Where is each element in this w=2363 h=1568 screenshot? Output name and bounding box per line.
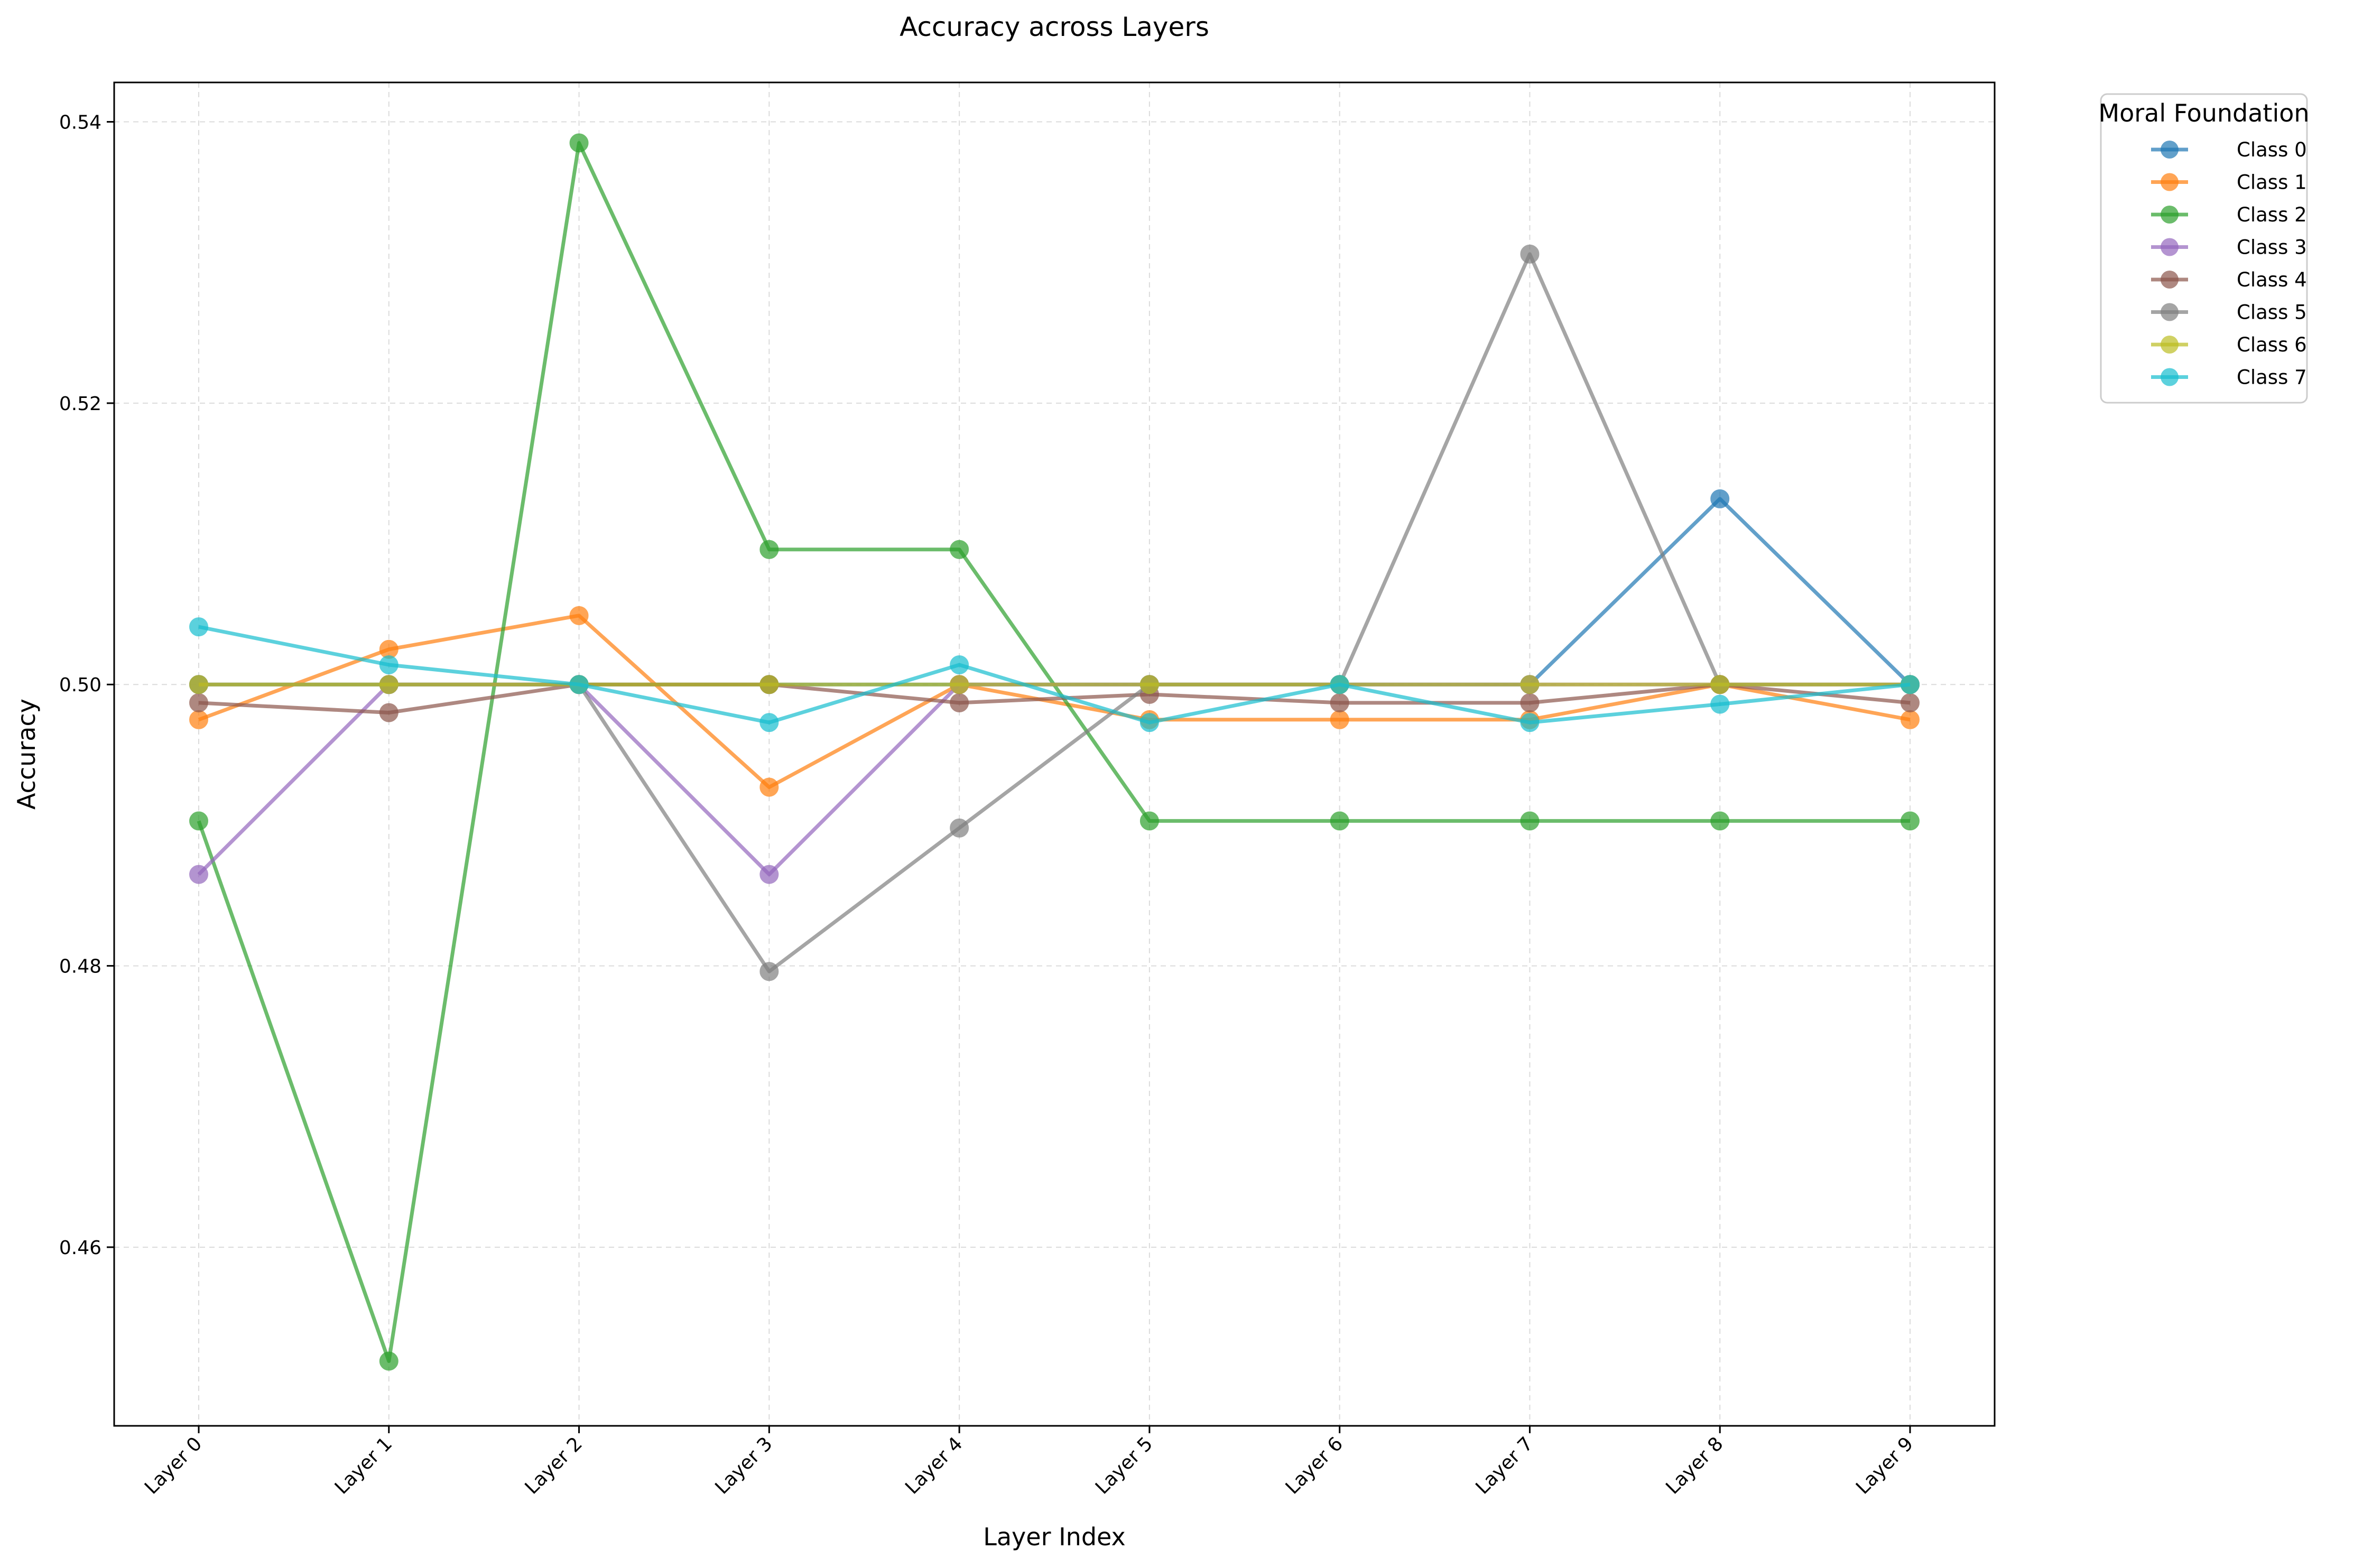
data-point xyxy=(1330,811,1349,831)
legend-swatch-marker xyxy=(2161,271,2179,289)
data-point xyxy=(189,617,208,637)
legend-label: Class 3 xyxy=(2237,236,2307,259)
data-point xyxy=(950,540,969,559)
data-point xyxy=(189,693,208,712)
data-point xyxy=(1710,811,1730,831)
legend-item-class-5: Class 5 xyxy=(2151,301,2307,324)
grid-lines xyxy=(114,82,1995,1426)
data-point xyxy=(759,865,779,884)
data-point xyxy=(950,693,969,712)
legend-label: Class 5 xyxy=(2237,301,2307,324)
series-line xyxy=(198,614,1911,790)
data-point xyxy=(379,655,399,674)
data-point xyxy=(189,710,208,729)
data-point xyxy=(759,962,779,981)
data-point xyxy=(950,675,969,694)
data-point xyxy=(1139,713,1159,732)
legend-item-class-3: Class 3 xyxy=(2151,236,2307,259)
y-tick-label: 0.50 xyxy=(59,674,101,696)
data-point xyxy=(1330,710,1349,729)
data-point xyxy=(1901,710,1920,729)
data-point xyxy=(1710,675,1730,694)
legend-title: Moral Foundation xyxy=(2098,99,2309,127)
legend-item-class-1: Class 1 xyxy=(2151,171,2307,194)
data-point xyxy=(759,540,779,559)
data-point xyxy=(759,675,779,694)
legend-swatch-marker xyxy=(2161,173,2179,191)
data-point xyxy=(569,606,589,625)
data-point xyxy=(1520,693,1540,712)
data-point xyxy=(1520,244,1540,264)
data-point xyxy=(569,133,589,153)
data-point xyxy=(569,675,589,694)
legend-label: Class 2 xyxy=(2237,203,2307,226)
data-point xyxy=(379,675,399,694)
series-line xyxy=(198,625,1911,725)
data-point xyxy=(1710,694,1730,714)
legend-swatch-marker xyxy=(2161,141,2179,159)
data-point xyxy=(379,1351,399,1371)
data-point xyxy=(1330,693,1349,712)
legend-label: Class 1 xyxy=(2237,171,2307,194)
legend-label: Class 6 xyxy=(2237,333,2307,356)
legend-swatch-marker xyxy=(2161,368,2179,386)
data-point xyxy=(1901,811,1920,831)
y-axis-label: Accuracy xyxy=(12,699,41,810)
y-tick-label: 0.52 xyxy=(59,393,101,415)
legend-swatch-marker xyxy=(2161,206,2179,224)
data-point xyxy=(950,818,969,838)
legend-swatch-marker xyxy=(2161,238,2179,256)
y-tick-label: 0.48 xyxy=(59,956,101,978)
data-point xyxy=(189,811,208,831)
data-point xyxy=(1330,675,1349,694)
legend-item-class-4: Class 4 xyxy=(2151,268,2307,291)
data-point xyxy=(189,865,208,884)
legend-item-class-6: Class 6 xyxy=(2151,333,2307,356)
data-point xyxy=(759,713,779,732)
legend: Moral Foundation Class 0 Class 1 Class 2 Cl… xyxy=(2098,93,2310,404)
legend-label: Class 4 xyxy=(2237,268,2307,291)
series-line xyxy=(198,682,1911,715)
legend-swatch-marker xyxy=(2161,336,2179,354)
legend-box xyxy=(2100,93,2308,404)
series-group xyxy=(189,133,1920,1371)
data-point xyxy=(1710,489,1730,508)
legend-label: Class 7 xyxy=(2237,366,2307,389)
data-point xyxy=(189,675,208,694)
data-point xyxy=(379,703,399,722)
y-tick-label: 0.46 xyxy=(59,1237,101,1259)
x-axis-label: Layer Index xyxy=(983,1523,1126,1551)
legend-label: Class 0 xyxy=(2237,138,2307,161)
chart-title: Accuracy across Layers xyxy=(900,12,1209,42)
data-point xyxy=(759,777,779,797)
legend-item-class-0: Class 0 xyxy=(2151,138,2307,161)
data-point xyxy=(1139,811,1159,831)
data-point xyxy=(1901,675,1920,694)
y-tick-label: 0.54 xyxy=(59,112,101,134)
data-point xyxy=(950,655,969,674)
data-point xyxy=(1901,693,1920,712)
data-point xyxy=(1139,675,1159,694)
data-point xyxy=(1520,713,1540,732)
series-class-7 xyxy=(189,617,1920,732)
legend-item-class-7: Class 7 xyxy=(2151,366,2307,389)
legend-item-class-2: Class 2 xyxy=(2151,203,2307,226)
data-point xyxy=(1520,675,1540,694)
data-point xyxy=(1520,811,1540,831)
plot-frame xyxy=(113,81,1996,1427)
legend-swatch-marker xyxy=(2161,303,2179,321)
